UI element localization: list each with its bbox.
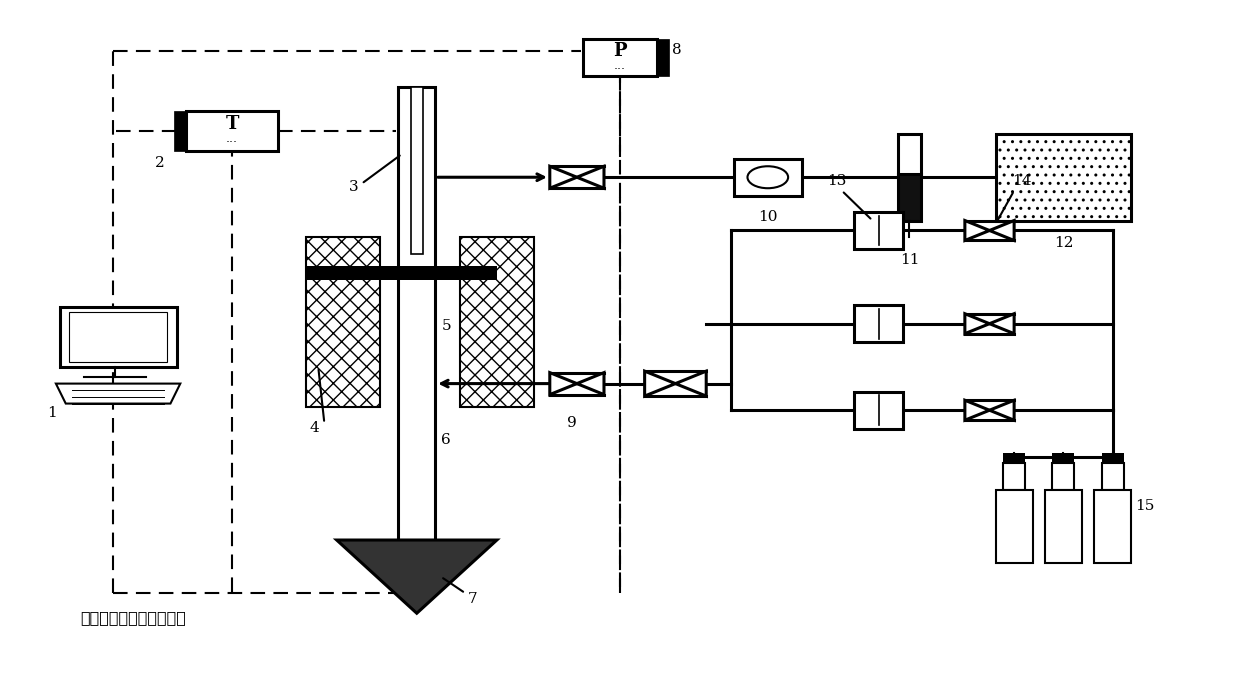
Text: ...: ... <box>226 132 238 145</box>
Polygon shape <box>965 400 990 420</box>
Bar <box>1053 464 1075 490</box>
Bar <box>1101 464 1123 490</box>
Polygon shape <box>577 166 604 188</box>
Bar <box>410 88 423 254</box>
Bar <box>1094 490 1131 563</box>
Polygon shape <box>645 371 676 396</box>
Bar <box>854 305 903 342</box>
Text: 7: 7 <box>467 592 477 607</box>
Text: 14: 14 <box>1012 174 1032 188</box>
Bar <box>854 392 903 429</box>
Bar <box>583 39 657 75</box>
Bar <box>69 312 166 362</box>
Bar <box>186 111 278 150</box>
Polygon shape <box>577 373 604 394</box>
Text: T: T <box>226 115 239 133</box>
Polygon shape <box>676 371 707 396</box>
Bar <box>1045 490 1081 563</box>
Bar <box>1003 464 1025 490</box>
Text: 11: 11 <box>900 253 919 267</box>
Polygon shape <box>965 313 990 334</box>
Bar <box>996 134 1131 220</box>
Bar <box>60 307 176 367</box>
Bar <box>734 159 802 195</box>
Text: 5: 5 <box>441 319 451 334</box>
Text: 6: 6 <box>441 433 451 446</box>
Polygon shape <box>990 220 1014 241</box>
Bar <box>398 88 435 540</box>
Text: 10: 10 <box>758 210 777 224</box>
Text: P: P <box>614 42 626 60</box>
Bar <box>306 237 379 407</box>
Bar <box>1053 454 1075 464</box>
Polygon shape <box>990 313 1014 334</box>
Bar <box>1101 454 1123 464</box>
Text: 2: 2 <box>155 156 165 171</box>
Bar <box>1003 454 1025 464</box>
Bar <box>854 212 903 249</box>
Polygon shape <box>990 400 1014 420</box>
Bar <box>174 111 186 150</box>
Text: 3: 3 <box>348 179 358 193</box>
Polygon shape <box>56 384 180 404</box>
Text: ...: ... <box>614 59 626 72</box>
Bar <box>657 39 670 75</box>
Polygon shape <box>965 220 990 241</box>
Bar <box>460 237 533 407</box>
Bar <box>898 134 920 177</box>
Text: 15: 15 <box>1135 499 1154 513</box>
Bar <box>898 174 920 220</box>
Text: 4: 4 <box>310 421 320 435</box>
Text: 13: 13 <box>827 174 846 188</box>
Polygon shape <box>549 166 577 188</box>
Text: 8: 8 <box>672 43 681 57</box>
Circle shape <box>748 166 789 188</box>
Bar <box>996 490 1033 563</box>
Text: 1: 1 <box>47 406 57 420</box>
Text: 注：虚线为数据采集线路: 注：虚线为数据采集线路 <box>81 610 186 625</box>
Text: 9: 9 <box>567 416 577 430</box>
Polygon shape <box>337 540 497 613</box>
Bar <box>306 266 497 280</box>
Text: 12: 12 <box>1054 236 1073 250</box>
Polygon shape <box>549 373 577 394</box>
